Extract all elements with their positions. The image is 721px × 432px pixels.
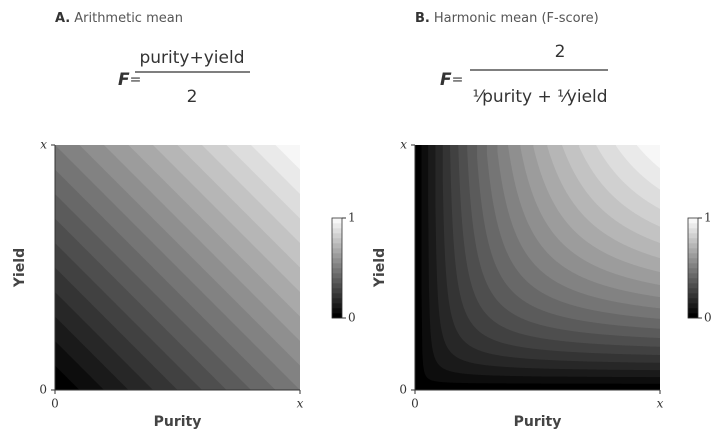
colorbar-step — [688, 263, 698, 269]
y-tick-label: x — [40, 138, 47, 152]
colorbar-step — [332, 293, 342, 299]
colorbar-step — [332, 238, 342, 244]
panel-title: B. Harmonic mean (F-score) — [415, 11, 599, 26]
formula-denominator: ¹⁄purity + ¹⁄yield — [472, 87, 607, 107]
x-axis-label: Purity — [154, 414, 202, 430]
colorbar-step — [332, 233, 342, 239]
colorbar-step — [332, 303, 342, 309]
x-tick-label: x — [657, 397, 664, 411]
colorbar-tick-label: 0 — [704, 311, 712, 325]
y-axis-label: Yield — [372, 248, 388, 288]
colorbar-step — [688, 273, 698, 279]
colorbar-step — [688, 288, 698, 294]
title-text: Arithmetic mean — [74, 11, 183, 26]
colorbar-step — [688, 293, 698, 299]
formula-denominator: 2 — [187, 87, 198, 107]
colorbar-step — [332, 228, 342, 234]
colorbar-step — [332, 283, 342, 289]
colorbar-step — [688, 258, 698, 264]
colorbar-step — [332, 273, 342, 279]
colorbar-frame — [687, 217, 699, 319]
y-tick-label: 0 — [39, 383, 47, 397]
formula-lhs: F= — [118, 70, 141, 90]
colorbar-step — [688, 283, 698, 289]
colorbar-step — [332, 263, 342, 269]
colorbar-step — [332, 258, 342, 264]
colorbar-tick-label: 1 — [348, 211, 356, 225]
panel-label: A. — [55, 11, 70, 26]
x-axis-label: Purity — [514, 414, 562, 430]
colorbar-step — [332, 223, 342, 229]
x-tick-label: 0 — [411, 397, 419, 411]
formula-eq: = — [130, 72, 142, 88]
formula-numerator: purity+yield — [139, 48, 244, 68]
colorbar-step — [688, 303, 698, 309]
y-axis-label: Yield — [12, 248, 28, 288]
colorbar-step — [688, 243, 698, 249]
colorbar-frame — [331, 217, 343, 319]
formula-numerator: 2 — [555, 42, 566, 62]
colorbar-step — [688, 268, 698, 274]
colorbar-step — [332, 313, 342, 319]
colorbar-step — [332, 243, 342, 249]
colorbar-step — [332, 268, 342, 274]
colorbar-step — [332, 278, 342, 284]
formula-eq: = — [452, 72, 464, 88]
colorbar-step — [332, 253, 342, 259]
contour-band — [275, 145, 300, 170]
colorbar-tick-label: 1 — [704, 211, 712, 225]
colorbar-step — [688, 228, 698, 234]
panel-title: A. Arithmetic mean — [55, 11, 183, 26]
colorbar-step — [688, 223, 698, 229]
colorbar-step — [688, 253, 698, 259]
title-text: Harmonic mean (F-score) — [434, 11, 599, 26]
panel-label: B. — [415, 11, 430, 26]
colorbar-step — [332, 218, 342, 224]
colorbar-step — [688, 298, 698, 304]
colorbar-step — [332, 288, 342, 294]
x-tick-label: x — [297, 397, 304, 411]
y-tick-label: 0 — [399, 383, 407, 397]
formula-f: F — [118, 70, 130, 90]
colorbar-step — [332, 248, 342, 254]
colorbar-step — [688, 313, 698, 319]
colorbar-step — [688, 233, 698, 239]
colorbar-step — [688, 278, 698, 284]
colorbar-step — [688, 248, 698, 254]
colorbar-step — [332, 298, 342, 304]
contour-band — [637, 145, 660, 169]
x-tick-label: 0 — [51, 397, 59, 411]
formula-lhs: F= — [440, 70, 463, 90]
colorbar-step — [688, 238, 698, 244]
y-tick-label: x — [400, 138, 407, 152]
colorbar-step — [688, 308, 698, 314]
formula-f: F — [440, 70, 452, 90]
colorbar-step — [332, 308, 342, 314]
colorbar-step — [688, 218, 698, 224]
colorbar-tick-label: 0 — [348, 311, 356, 325]
